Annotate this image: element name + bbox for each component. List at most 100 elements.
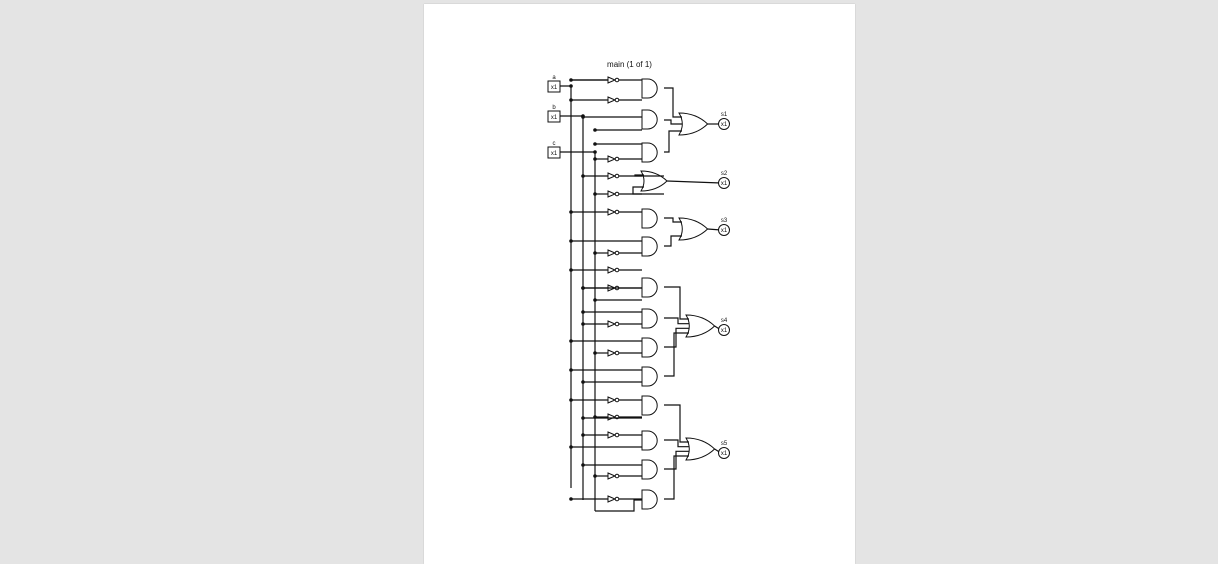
output-pin-label: s5 xyxy=(721,441,728,447)
inverter-bubble xyxy=(614,267,620,273)
output-pin-circle xyxy=(718,324,730,336)
junction-dot xyxy=(593,142,597,146)
output-pin-circle xyxy=(718,447,730,459)
junction-dot xyxy=(569,84,573,88)
wire xyxy=(632,186,664,195)
junction-dot xyxy=(581,322,585,326)
input-bus-a xyxy=(560,85,572,488)
input-pin-label: a xyxy=(552,75,556,81)
output-pin-circle xyxy=(718,224,730,236)
junction-dot xyxy=(581,463,585,467)
output-width-label: x1 xyxy=(721,228,728,234)
inverter-bubble xyxy=(614,250,620,256)
and-gate xyxy=(641,142,658,163)
output-pin-s1: s1 x1 xyxy=(718,112,730,130)
wire xyxy=(664,286,689,320)
junction-dot xyxy=(581,286,585,290)
and-gate xyxy=(641,430,658,451)
and-gate xyxy=(641,78,658,99)
junction-dot xyxy=(569,210,573,214)
page-title: main (1 of 1) xyxy=(607,60,652,69)
wire xyxy=(664,317,689,325)
not-gate xyxy=(607,396,617,404)
output-pin-circle xyxy=(718,118,730,130)
and-gate xyxy=(641,208,658,229)
wire xyxy=(664,217,682,223)
junction-dot xyxy=(593,251,597,255)
inverter-bubble xyxy=(614,321,620,327)
junction-dot xyxy=(593,150,597,154)
input-pin-label: b xyxy=(552,105,556,111)
and-gate xyxy=(641,308,658,329)
junction-dot xyxy=(593,157,597,161)
junction-dot xyxy=(581,310,585,314)
not-gate xyxy=(607,96,617,104)
and-gate xyxy=(641,395,658,416)
not-gate xyxy=(607,320,617,328)
not-gate xyxy=(607,431,617,439)
input-pin-c: c x1 xyxy=(547,141,561,159)
inverter-bubble xyxy=(614,97,620,103)
output-pin-label: s4 xyxy=(721,318,728,324)
inverter-bubble xyxy=(614,191,620,197)
input-pin-b: b x1 xyxy=(547,105,561,123)
junction-dot xyxy=(569,398,573,402)
inverter-bubble xyxy=(614,350,620,356)
output-width-label: x1 xyxy=(721,451,728,457)
inverter-bubble xyxy=(614,496,620,502)
input-pin-label: c xyxy=(553,141,556,147)
and-gate xyxy=(641,109,658,130)
or-gate xyxy=(685,314,716,338)
wire xyxy=(664,332,689,377)
junction-dot xyxy=(569,239,573,243)
or-gate xyxy=(678,217,709,241)
junction-dot xyxy=(581,174,585,178)
input-pin-a: a x1 xyxy=(547,75,561,93)
inverter-bubble xyxy=(614,173,620,179)
not-gate xyxy=(607,349,617,357)
junction-dot xyxy=(593,128,597,132)
and-gate xyxy=(641,366,658,387)
junction-dot xyxy=(593,474,597,478)
wire xyxy=(664,450,689,470)
wire xyxy=(664,119,682,125)
and-gate xyxy=(641,236,658,257)
junction-dot xyxy=(581,380,585,384)
and-gate xyxy=(641,459,658,480)
junction-dot xyxy=(569,78,573,82)
circuit-schematic: a x1 b x1 c x1 s1 x1 s2 x1 s3 x1 s4 x1 s5 x1 xyxy=(547,75,730,512)
or-gate xyxy=(678,112,709,136)
not-gate xyxy=(607,472,617,480)
junction-dot xyxy=(569,497,573,501)
wire xyxy=(664,455,689,500)
output-pin-label: s3 xyxy=(721,218,728,224)
wire xyxy=(666,180,722,184)
inverter-bubble xyxy=(614,397,620,403)
not-gate xyxy=(607,249,617,257)
inverter-bubble xyxy=(614,209,620,215)
junction-dot xyxy=(593,351,597,355)
input-width-label: x1 xyxy=(551,115,558,121)
wire xyxy=(664,235,682,247)
junction-dot xyxy=(569,445,573,449)
or-gate xyxy=(685,437,716,461)
not-gate xyxy=(607,495,617,503)
output-pin-label: s1 xyxy=(721,112,728,118)
output-pin-s2: s2 x1 xyxy=(718,171,730,189)
junction-dot xyxy=(581,416,585,420)
or-gate xyxy=(640,170,668,192)
and-gate xyxy=(641,489,658,510)
junction-dot xyxy=(569,339,573,343)
junction-dot xyxy=(569,368,573,372)
junction-dot xyxy=(569,98,573,102)
output-width-label: x1 xyxy=(721,122,728,128)
and-gate xyxy=(641,277,658,298)
output-width-label: x1 xyxy=(721,181,728,187)
not-gate xyxy=(607,76,617,84)
junction-dot xyxy=(593,298,597,302)
output-pin-s4: s4 x1 xyxy=(718,318,730,336)
inverter-bubble xyxy=(614,473,620,479)
junction-dot xyxy=(569,268,573,272)
junction-dot xyxy=(581,115,585,119)
junction-dot xyxy=(581,433,585,437)
